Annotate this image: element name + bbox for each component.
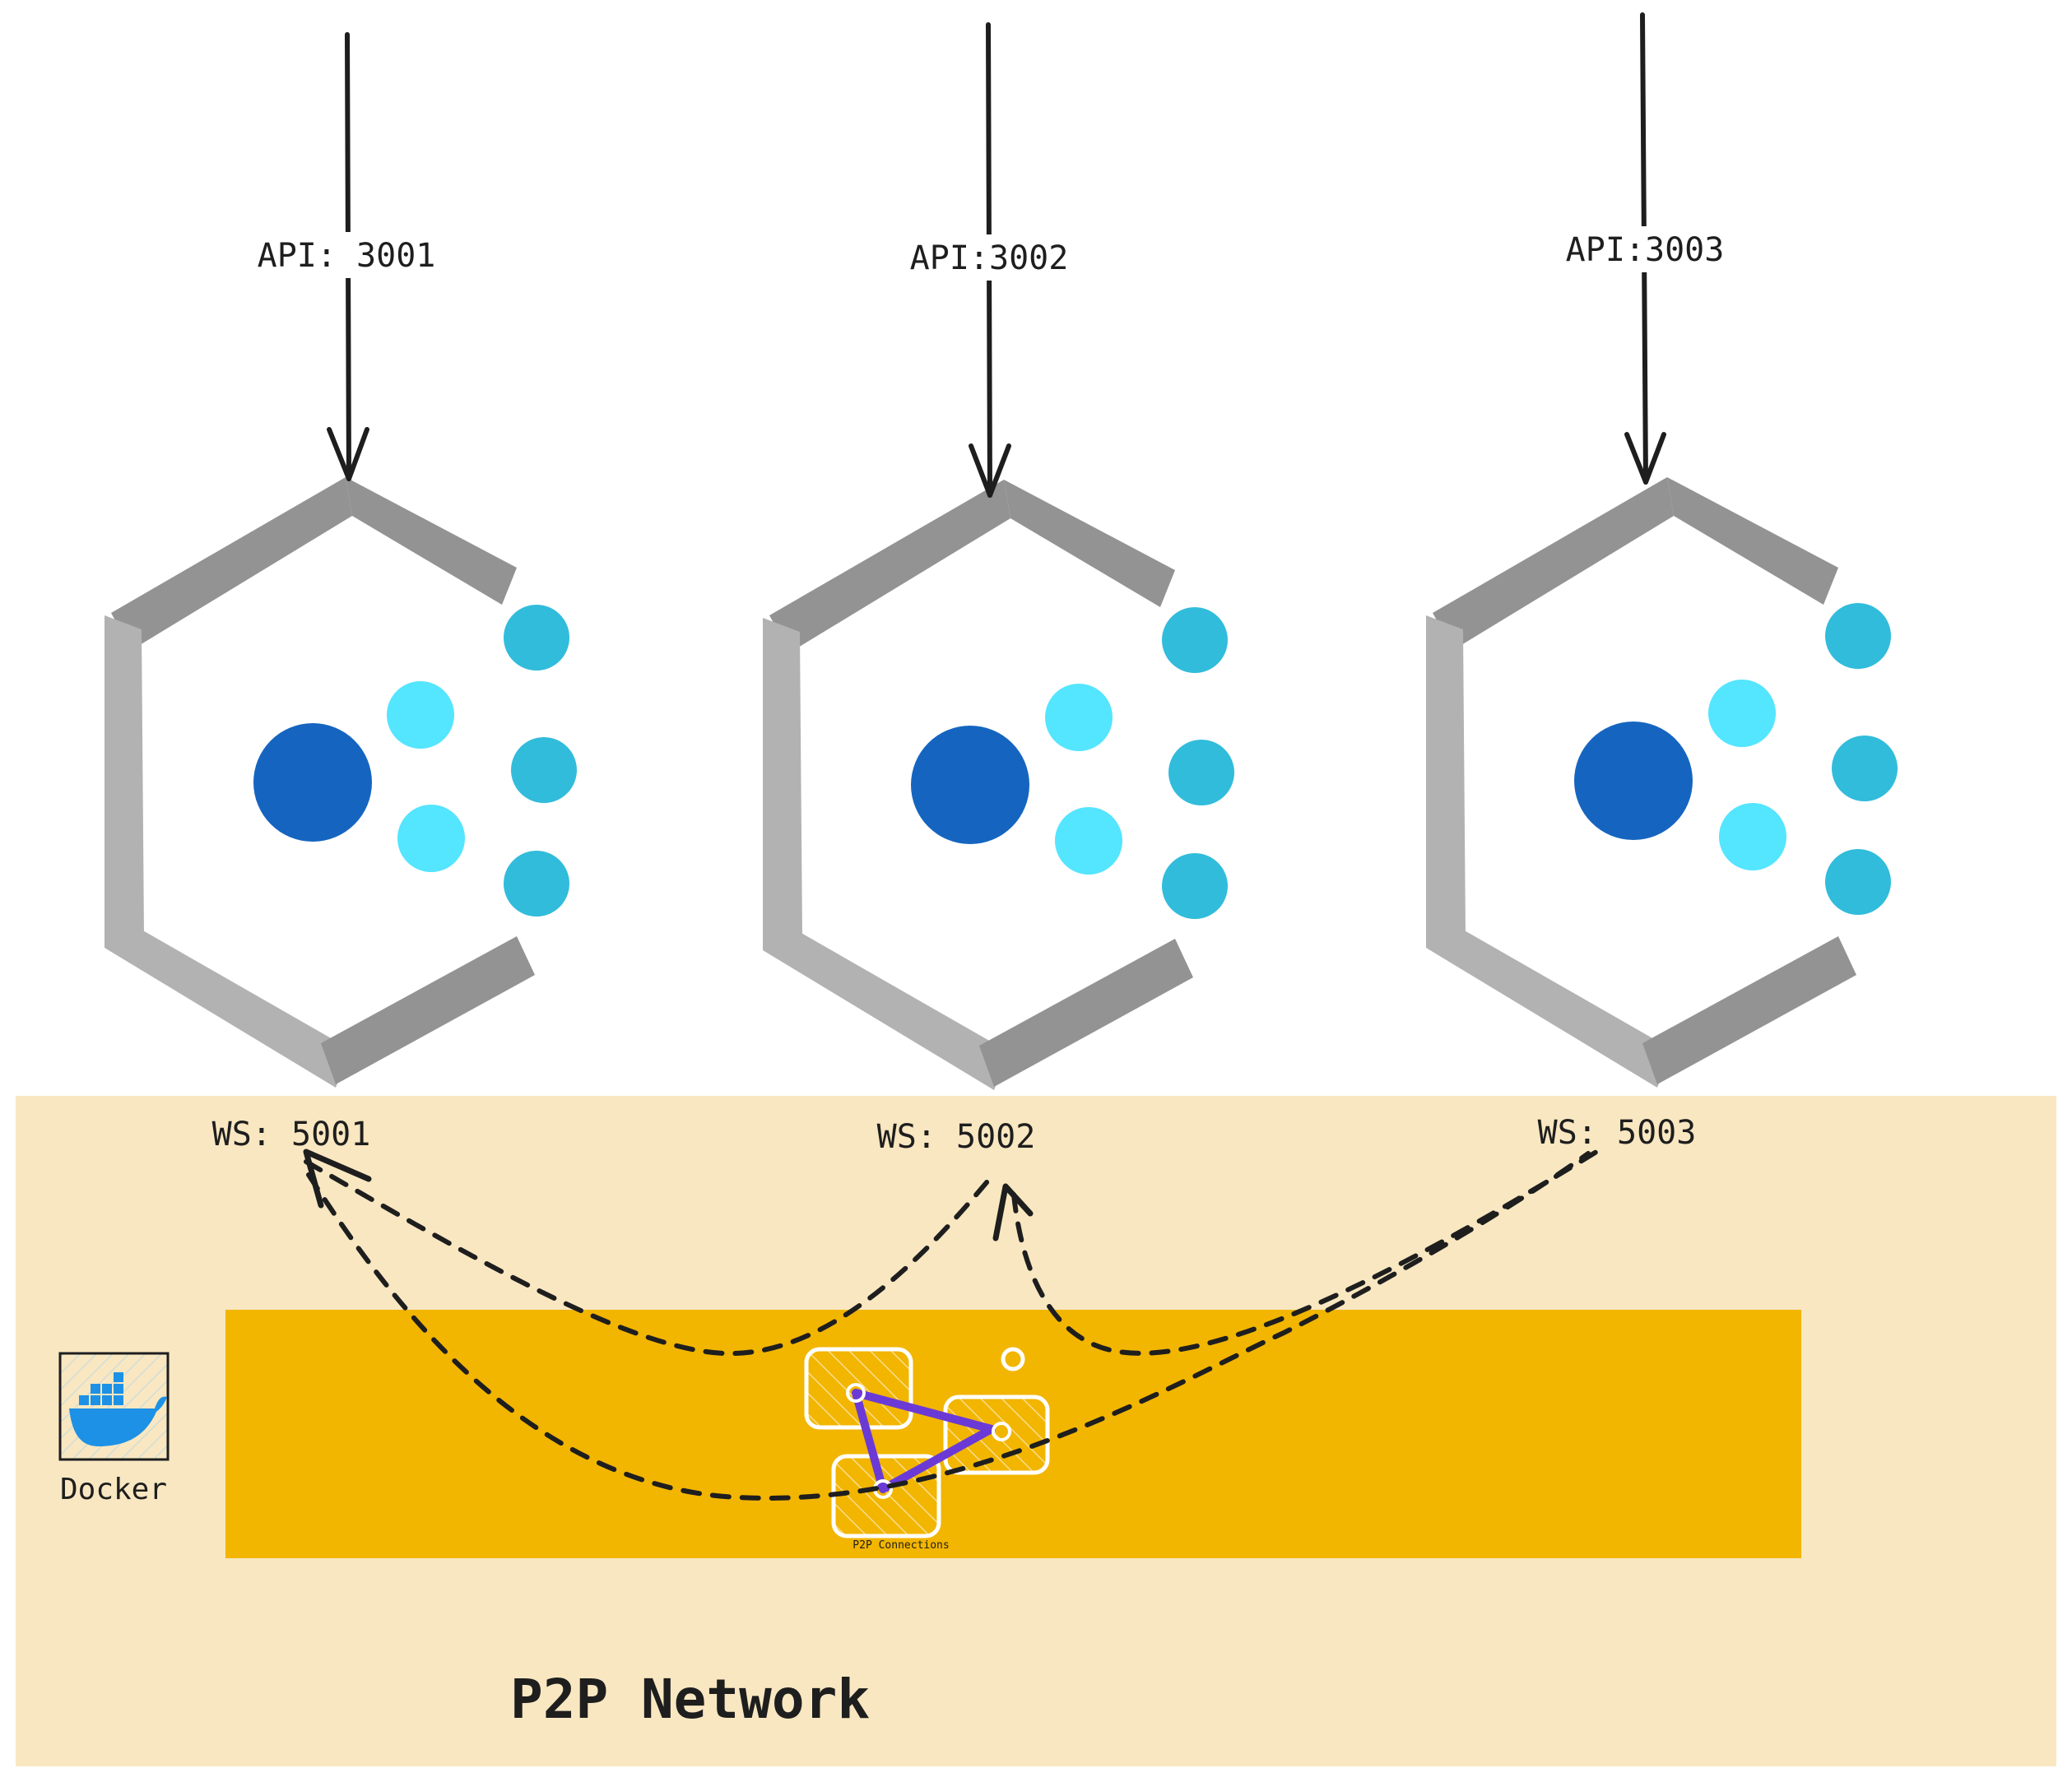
node-1-ws-label: WS: 5001: [212, 1116, 371, 1153]
node-2-api-label: API:3002: [910, 239, 1069, 277]
node-3-outer-dot-top: [1825, 603, 1891, 669]
p2p-connections-label: P2P Connections: [852, 1539, 949, 1552]
arrowhead-ws5002: [992, 1183, 1034, 1241]
node-2-api-arrowhead: [969, 443, 1011, 498]
node-1-api-label: API: 3001: [258, 237, 436, 275]
node-1-api-arrowhead: [327, 427, 369, 481]
node-1: API: 3001 WS: 5001: [105, 32, 577, 1153]
node-2-inner-dot-bottom: [1055, 807, 1122, 875]
node-2-core-dot: [911, 726, 1029, 844]
ws-arrowheads: [303, 1149, 1034, 1241]
node-3-ws-label: WS: 5003: [1538, 1114, 1697, 1152]
node-2-hexagon: [763, 480, 1193, 1090]
node-1-inner-dot-bottom: [397, 805, 465, 872]
ws-connection-lines: [304, 1149, 1599, 1501]
p2p-triangle: [852, 1389, 996, 1493]
node-2-outer-dot-bottom: [1162, 853, 1228, 919]
node-1-inner-dot-top: [387, 681, 454, 749]
network-title: P2P Network: [510, 1668, 870, 1731]
p2p-connections-icon: P2P Connections: [804, 1347, 1050, 1552]
connection-ws5001-ws5002: [304, 1159, 994, 1357]
docker-icon: Docker: [58, 1352, 170, 1506]
node-1-hexagon: [105, 477, 535, 1088]
node-3-core-dot: [1574, 722, 1693, 840]
node-3-hexagon: [1426, 477, 1856, 1088]
node-2: API:3002 WS: 5002: [763, 22, 1234, 1156]
connection-ws5002-ws5003: [1011, 1149, 1599, 1356]
node-3-outer-dot-bottom: [1825, 849, 1891, 915]
arrowhead-ws5001: [303, 1149, 372, 1209]
node-2-inner-dot-top: [1045, 684, 1113, 751]
node-1-core-dot: [253, 723, 372, 842]
node-2-ws-label: WS: 5002: [877, 1118, 1036, 1156]
connection-ws5001-ws5003: [306, 1151, 1591, 1501]
node-3-api-label: API:3003: [1566, 231, 1725, 269]
node-1-outer-dot-middle: [511, 737, 577, 803]
node-3-outer-dot-middle: [1832, 736, 1898, 801]
node-3: API:3003 WS: 5003: [1426, 12, 1898, 1152]
node-1-outer-dot-top: [504, 605, 569, 671]
docker-label: Docker: [60, 1473, 167, 1506]
node-1-outer-dot-bottom: [504, 851, 569, 917]
node-3-inner-dot-top: [1708, 680, 1776, 747]
node-3-inner-dot-bottom: [1719, 803, 1786, 870]
node-2-outer-dot-top: [1162, 607, 1228, 673]
node-3-api-arrowhead: [1624, 432, 1666, 485]
node-2-outer-dot-middle: [1168, 740, 1234, 805]
